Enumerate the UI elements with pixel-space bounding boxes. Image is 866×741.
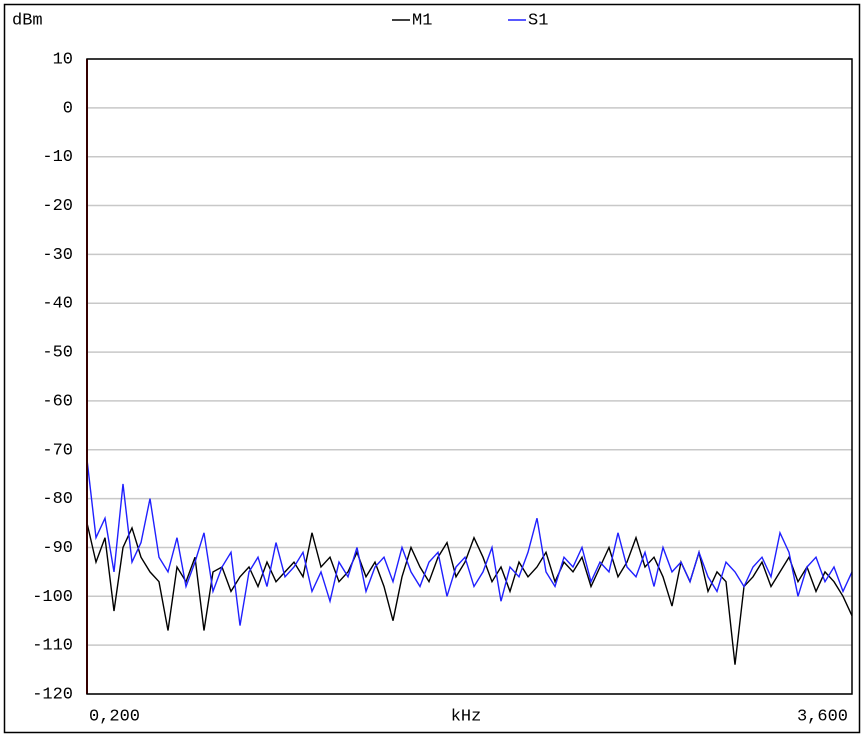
y-tick-label: 10 [53, 50, 73, 69]
legend-label: S1 [528, 11, 548, 30]
y-tick-label: -30 [42, 246, 73, 265]
y-tick-label: -110 [32, 637, 73, 656]
frame [3, 3, 861, 734]
plot-border [86, 58, 853, 695]
y-tick-label: -50 [42, 344, 73, 363]
y-tick-label: -90 [42, 539, 73, 558]
series-line [86, 522, 853, 665]
y-tick-label: -20 [42, 197, 73, 216]
y-tick-label: -60 [42, 392, 73, 411]
x-tick-label: 0,200 [89, 707, 140, 726]
y-axis-label: dBm [12, 11, 43, 30]
y-tick-label: -10 [42, 148, 73, 167]
x-axis-label: kHz [451, 707, 482, 726]
y-tick-label: -120 [32, 685, 73, 704]
x-tick-label: 3,600 [797, 707, 848, 726]
y-tick-label: -80 [42, 490, 73, 509]
y-tick-label: -70 [42, 441, 73, 460]
y-tick-label: 0 [63, 99, 73, 118]
legend-label: M1 [412, 11, 432, 30]
y-tick-label: -40 [42, 295, 73, 314]
series-line [86, 459, 853, 626]
y-tick-label: -100 [32, 588, 73, 607]
